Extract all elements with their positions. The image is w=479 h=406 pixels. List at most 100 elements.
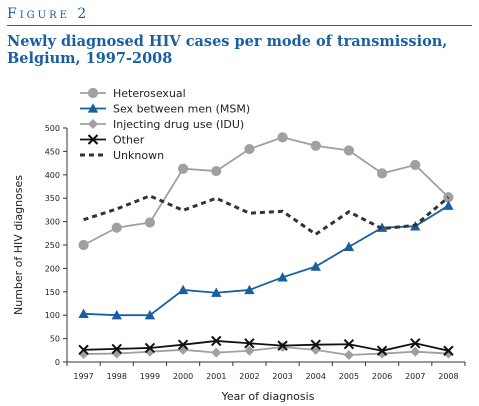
x-tick-label: 2001 (206, 372, 226, 381)
title-rule (7, 25, 472, 26)
y-tick-label: 500 (45, 124, 60, 133)
data-point (178, 344, 189, 355)
data-point (78, 308, 89, 318)
x-tick-label: 1997 (73, 372, 93, 381)
legend-item-2: Injecting drug use (IDU) (80, 118, 244, 131)
data-point (343, 145, 355, 156)
series-line (83, 204, 449, 317)
legend-label: Sex between men (MSM) (113, 103, 250, 116)
y-tick-label: 0 (55, 358, 60, 367)
x-marker-stroke (87, 134, 99, 145)
data-point (211, 165, 222, 177)
series-4 (83, 194, 450, 237)
data-point (310, 344, 321, 355)
data-point (78, 239, 89, 251)
x-marker-stroke (78, 344, 89, 356)
y-tick-label: 350 (45, 194, 60, 203)
x-marker-stroke (244, 338, 255, 349)
x-tick-label: 2005 (339, 372, 359, 381)
x-tick-label: 2007 (405, 372, 425, 381)
legend-marker (87, 87, 99, 99)
x-tick-label: 2003 (272, 372, 292, 381)
series-line (83, 136, 450, 246)
series-1 (78, 200, 454, 320)
data-point (111, 222, 122, 233)
chart-axes (66, 128, 465, 363)
data-point (244, 345, 255, 356)
x-tick-label: 1998 (107, 372, 127, 381)
legend-item-0: Heterosexual (80, 87, 186, 100)
y-axis-label: Number of HIV diagnoses (12, 175, 25, 315)
data-point (310, 339, 321, 350)
data-point (244, 143, 255, 155)
legend-label: Other (113, 134, 145, 147)
chart-ticks: 0 50 100 150 200 250 300 350 400 450 500 1997 1998 19… (45, 124, 466, 381)
data-point (410, 346, 421, 357)
data-point (211, 347, 222, 358)
chart-legend: Heterosexual Sex between men (MSM) Injecti… (80, 87, 250, 162)
y-tick-label: 100 (45, 311, 60, 320)
data-point (144, 217, 156, 228)
y-tick-label: 300 (45, 218, 60, 227)
data-point (244, 338, 255, 349)
x-axis-label: Year of diagnosis (221, 390, 315, 403)
data-point (177, 163, 189, 174)
data-point (376, 345, 388, 356)
legend-item-3: Other (80, 134, 145, 147)
data-point (343, 339, 355, 350)
series-3 (78, 335, 454, 356)
x-marker-stroke (177, 339, 189, 350)
data-point (177, 339, 189, 350)
data-point (310, 261, 321, 271)
data-point (277, 340, 288, 351)
legend-marker (87, 134, 99, 145)
y-tick-label: 250 (45, 241, 60, 250)
data-point (277, 132, 288, 143)
data-point (211, 335, 222, 347)
x-marker-stroke (111, 343, 122, 355)
x-marker-stroke (410, 338, 421, 349)
x-marker-stroke (277, 340, 288, 351)
data-point (410, 338, 421, 349)
data-point (78, 344, 89, 356)
x-tick-label: 2008 (438, 372, 458, 381)
data-point (211, 287, 222, 297)
y-tick-label: 450 (45, 147, 60, 156)
x-tick-label: 2002 (239, 372, 259, 381)
data-point (144, 310, 156, 320)
data-point (244, 284, 255, 295)
data-point (443, 200, 454, 210)
legend-marker (88, 119, 98, 129)
series-0 (78, 132, 454, 251)
data-point (443, 345, 454, 356)
data-point (111, 310, 122, 320)
y-tick-label: 150 (45, 288, 60, 297)
x-tick-label: 2000 (173, 372, 193, 381)
series-line (83, 194, 450, 237)
legend-label: Unknown (113, 149, 164, 162)
legend-item-4: Unknown (80, 149, 164, 162)
legend-marker (87, 103, 99, 113)
x-marker-stroke (144, 342, 156, 354)
series-line (83, 346, 449, 356)
y-tick-label: 400 (45, 171, 60, 180)
data-point (310, 140, 321, 151)
x-marker-stroke (443, 345, 454, 356)
legend-label: Injecting drug use (IDU) (113, 118, 244, 131)
data-point (144, 342, 156, 354)
series-line (83, 340, 449, 352)
data-point (177, 284, 189, 295)
x-marker-stroke (310, 339, 321, 350)
figure-label: Figure 2 (7, 6, 90, 22)
x-marker-stroke (343, 339, 355, 350)
data-point (277, 272, 288, 282)
legend-label: Heterosexual (113, 87, 186, 100)
chart-title: Newly diagnosed HIV cases per mode of tr… (7, 33, 448, 67)
data-point (343, 349, 354, 360)
data-point (111, 343, 122, 355)
x-marker-stroke (376, 345, 388, 356)
chart-series (78, 132, 454, 360)
data-point (376, 168, 388, 179)
x-tick-label: 1999 (140, 372, 160, 381)
